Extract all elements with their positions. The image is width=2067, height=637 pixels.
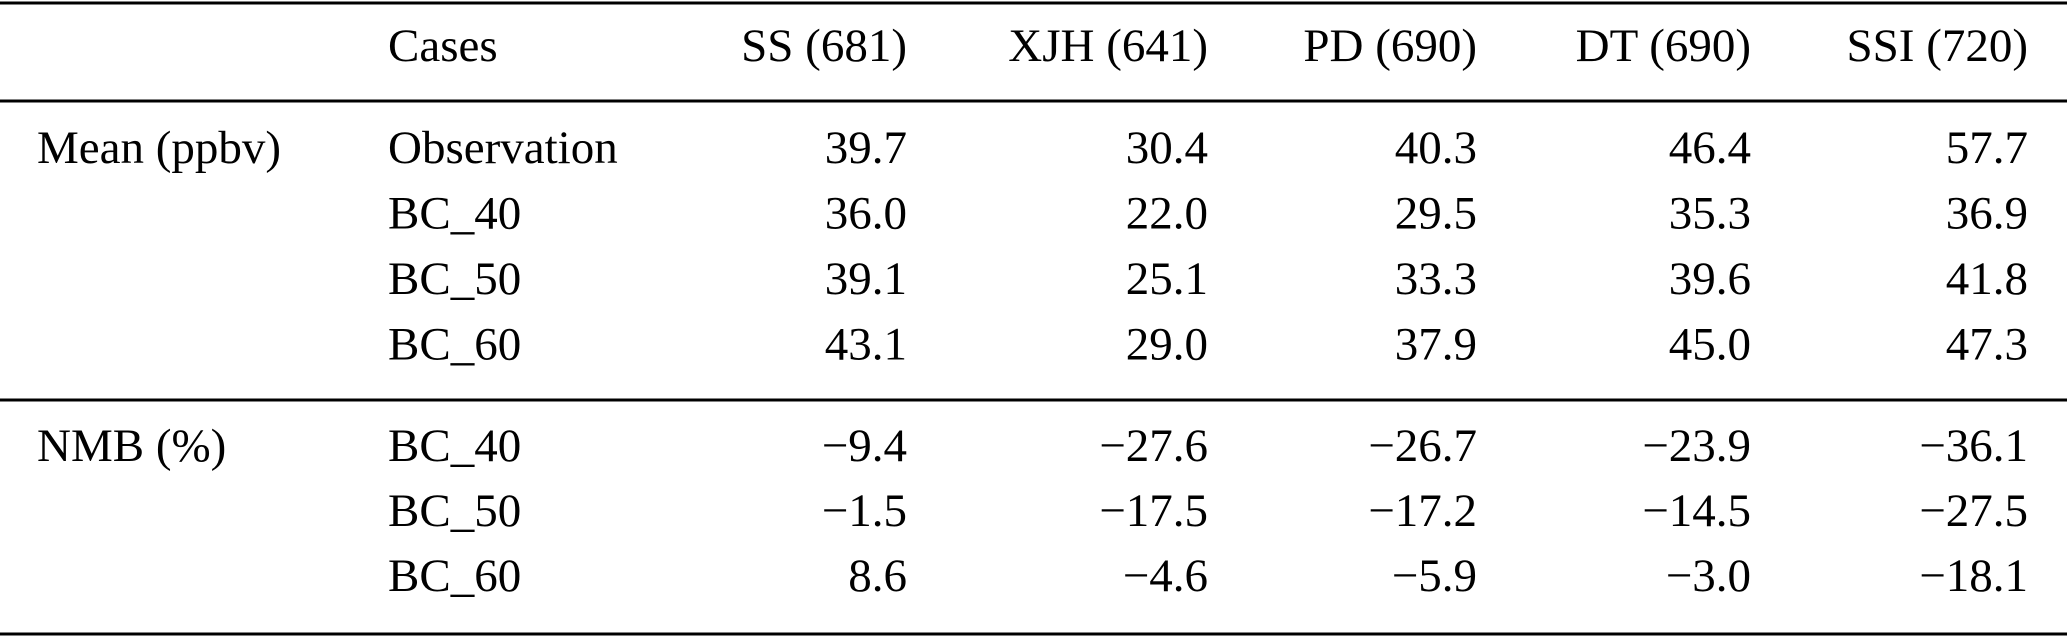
cell-value: −4.6 bbox=[1123, 550, 1208, 602]
cell-value: 37.9 bbox=[1395, 318, 1477, 370]
case-label: BC_60 bbox=[388, 550, 521, 602]
column-header: DT (690) bbox=[1576, 20, 1751, 72]
cell-value: 36.0 bbox=[825, 187, 907, 239]
cell-value: 35.3 bbox=[1669, 187, 1751, 239]
case-label: BC_60 bbox=[388, 318, 521, 370]
cell-value: −14.5 bbox=[1642, 485, 1751, 537]
cell-value: −17.2 bbox=[1368, 485, 1477, 537]
cell-value: 43.1 bbox=[825, 318, 907, 370]
cell-value: −23.9 bbox=[1642, 420, 1751, 472]
cell-value: −1.5 bbox=[822, 485, 907, 537]
cell-value: 39.7 bbox=[825, 122, 907, 174]
column-header: XJH (641) bbox=[1008, 20, 1208, 72]
cell-value: −3.0 bbox=[1666, 550, 1751, 602]
cell-value: −9.4 bbox=[822, 420, 907, 472]
cell-value: −18.1 bbox=[1919, 550, 2028, 602]
case-label: BC_50 bbox=[388, 485, 521, 537]
cell-value: 40.3 bbox=[1395, 122, 1477, 174]
column-header: SSI (720) bbox=[1847, 20, 2028, 72]
group-label: NMB (%) bbox=[37, 420, 226, 472]
cell-value: 29.0 bbox=[1126, 318, 1208, 370]
cell-value: 41.8 bbox=[1946, 253, 2028, 305]
cell-value: −26.7 bbox=[1368, 420, 1477, 472]
cell-value: −5.9 bbox=[1392, 550, 1477, 602]
case-label: BC_40 bbox=[388, 187, 521, 239]
group-label: Mean (ppbv) bbox=[37, 122, 281, 174]
cell-value: 45.0 bbox=[1669, 318, 1751, 370]
cell-value: 30.4 bbox=[1126, 122, 1208, 174]
case-label: BC_50 bbox=[388, 253, 521, 305]
column-header: PD (690) bbox=[1303, 20, 1477, 72]
cell-value: 25.1 bbox=[1126, 253, 1208, 305]
cell-value: −17.5 bbox=[1099, 485, 1208, 537]
case-label: BC_40 bbox=[388, 420, 521, 472]
cell-value: 39.1 bbox=[825, 253, 907, 305]
column-header: SS (681) bbox=[741, 20, 907, 72]
cell-value: 29.5 bbox=[1395, 187, 1477, 239]
cell-value: −36.1 bbox=[1919, 420, 2028, 472]
cell-value: −27.6 bbox=[1099, 420, 1208, 472]
cell-value: 36.9 bbox=[1946, 187, 2028, 239]
case-label: Observation bbox=[388, 122, 618, 174]
cases-header: Cases bbox=[388, 20, 498, 72]
cell-value: −27.5 bbox=[1919, 485, 2028, 537]
cell-value: 33.3 bbox=[1395, 253, 1477, 305]
cell-value: 46.4 bbox=[1669, 122, 1751, 174]
cell-value: 47.3 bbox=[1946, 318, 2028, 370]
cell-value: 22.0 bbox=[1126, 187, 1208, 239]
cell-value: 57.7 bbox=[1946, 122, 2028, 174]
cell-value: 8.6 bbox=[848, 550, 907, 602]
cell-value: 39.6 bbox=[1669, 253, 1751, 305]
